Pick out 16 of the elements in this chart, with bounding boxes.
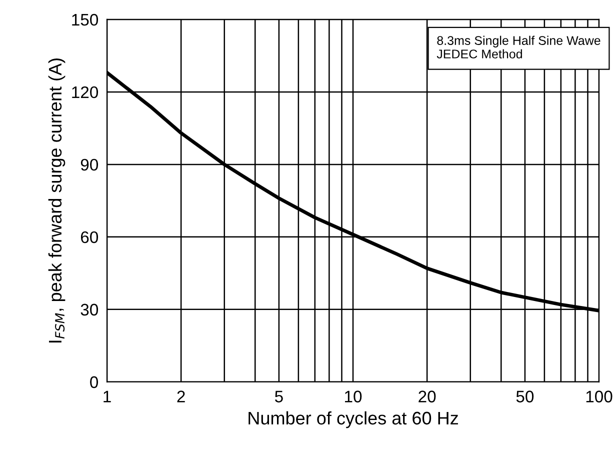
x-tick-label: 20	[418, 390, 436, 402]
x-tick-label: 2	[177, 390, 185, 402]
annotation: 8.3ms Single Half Sine Wawe JEDEC Method	[436, 36, 600, 58]
x-axis-title: Number of cycles at 60 Hz	[248, 411, 458, 428]
y-tick-label: 150	[72, 14, 98, 26]
x-tick-label: 5	[274, 390, 283, 402]
y-axis-title: I$_{FSM}$, peak forward surge current (A)	[48, 58, 66, 342]
y-tick-label: 120	[72, 86, 98, 98]
y-tick-label: 90	[80, 158, 98, 171]
x-tick-label: 10	[345, 390, 362, 402]
y-tick-label: 30	[80, 304, 98, 316]
y-tick-label: 60	[80, 231, 98, 244]
y-tick-label: 0	[90, 376, 98, 388]
x-tick-label: 1	[104, 390, 111, 402]
x-tick-label: 100	[586, 390, 612, 402]
x-tick-label: 50	[516, 390, 534, 402]
